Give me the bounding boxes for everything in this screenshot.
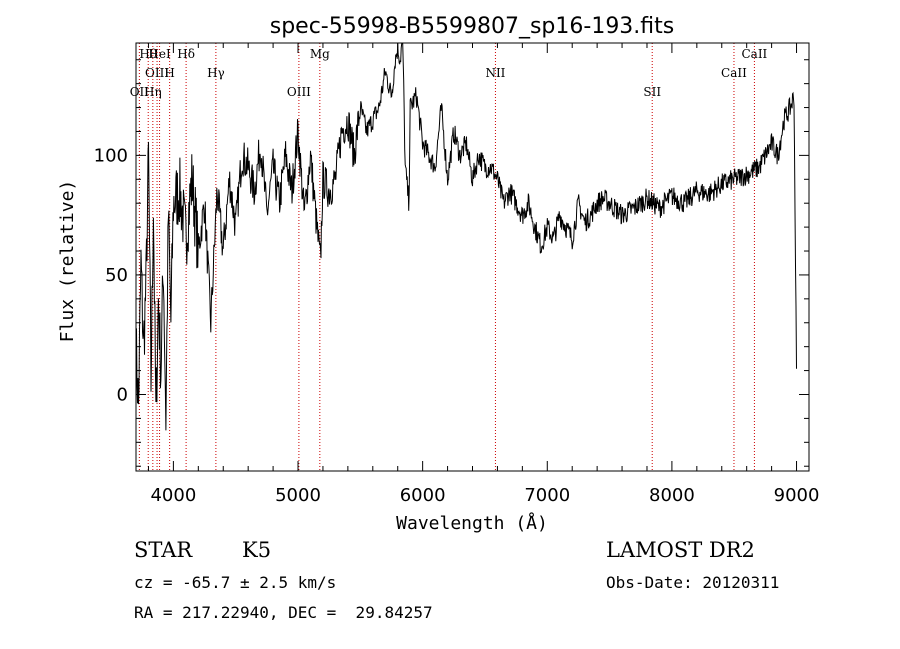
marker-label: H	[164, 66, 174, 80]
marker-label: Hη	[144, 85, 162, 99]
x-tick-label: 5000	[275, 485, 321, 506]
chart-title: spec-55998-B5599807_sp16-193.fits	[270, 14, 675, 39]
velocity-readout: cz = -65.7 ± 2.5 km/s	[134, 573, 337, 592]
object-class: STAR	[134, 538, 193, 562]
x-tick-label: 7000	[524, 485, 570, 506]
coordinates-readout: RA = 217.22940, DEC = 29.84257	[134, 603, 433, 622]
plot-frame	[135, 42, 810, 472]
marker-label: NII	[485, 66, 505, 80]
axis-ticks	[136, 43, 809, 471]
object-subclass: K5	[242, 538, 272, 562]
marker-label: Hθ	[139, 47, 157, 61]
x-tick-label: 9000	[774, 485, 820, 506]
obs-date: Obs-Date: 20120311	[606, 573, 780, 592]
x-tick-label: 8000	[649, 485, 695, 506]
marker-label: CaII	[721, 66, 747, 80]
marker-label: Hδ	[177, 47, 195, 61]
y-tick-label: 100	[94, 145, 128, 166]
marker-label: OIII	[287, 85, 311, 99]
marker-label: SII	[643, 85, 661, 99]
marker-label: CaII	[741, 47, 767, 61]
marker-label: HeI	[148, 47, 171, 61]
marker-label: Hγ	[207, 66, 225, 80]
survey-name: LAMOST DR2	[606, 538, 755, 562]
axis-tick-labels: 4000 5000 6000 7000 8000 9000 0 50 100	[94, 145, 820, 506]
marker-label: OII	[130, 85, 150, 99]
spectrum-line	[135, 42, 797, 431]
x-tick-label: 4000	[150, 485, 196, 506]
x-axis-label: Wavelength (Å)	[396, 512, 548, 534]
y-tick-label: 50	[105, 265, 128, 286]
marker-label: Mg	[310, 47, 330, 61]
spectrum-series	[135, 42, 797, 431]
y-axis-label: Flux (relative)	[57, 180, 78, 343]
y-tick-label: 0	[117, 384, 128, 405]
x-tick-label: 6000	[400, 485, 446, 506]
marker-label: OIII	[145, 66, 169, 80]
spectral-line-markers: Hθ H OII HeI OIII Hη Hδ Hγ OIII Mg NII SII CaII CaII	[130, 43, 768, 471]
